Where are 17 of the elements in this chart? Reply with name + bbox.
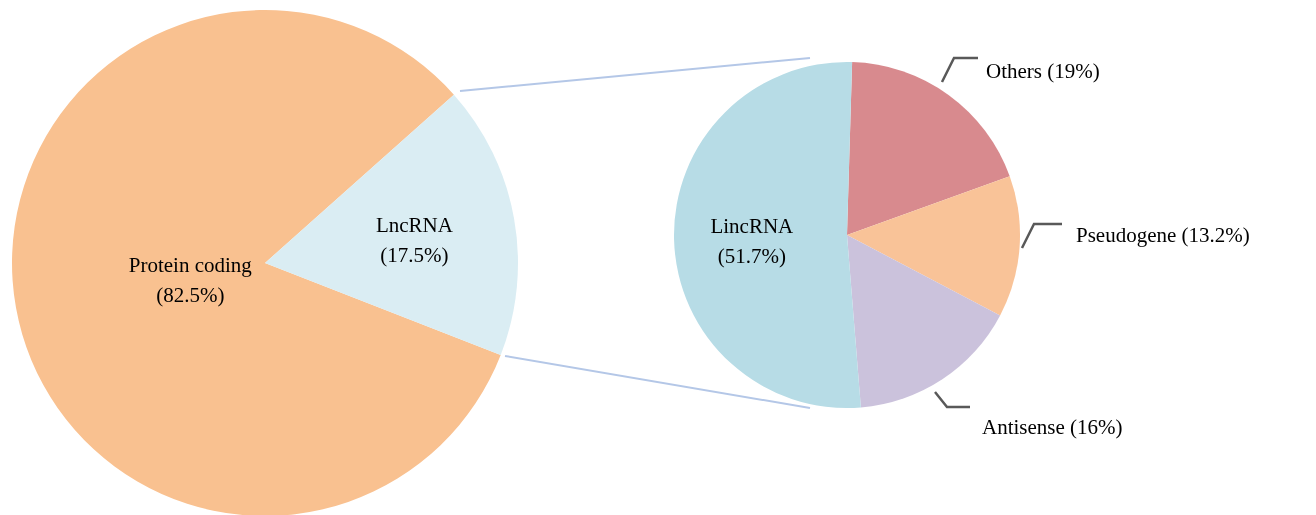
slice-label: LncRNA: [375, 213, 454, 238]
slice-label: Others: [986, 59, 1042, 83]
data-label: (17.5%): [380, 243, 449, 268]
data-label: (16%): [1070, 415, 1123, 439]
data-label: (51.7%): [717, 244, 786, 269]
slice-label: LincRNA: [710, 214, 795, 239]
slice-label: Pseudogene: [1076, 223, 1177, 247]
slice-label: Protein coding: [128, 253, 253, 278]
pie-slice: [847, 235, 1001, 408]
pie-slice: [674, 62, 861, 408]
data-label: (82.5%): [156, 283, 225, 308]
slice-label: Antisense: [982, 415, 1065, 439]
pie-slice: [265, 94, 518, 355]
data-label: (13.2%): [1181, 223, 1250, 247]
pie-slice: [847, 176, 1020, 316]
data-label: (19%): [1047, 59, 1100, 83]
pie-slice: [12, 10, 501, 515]
